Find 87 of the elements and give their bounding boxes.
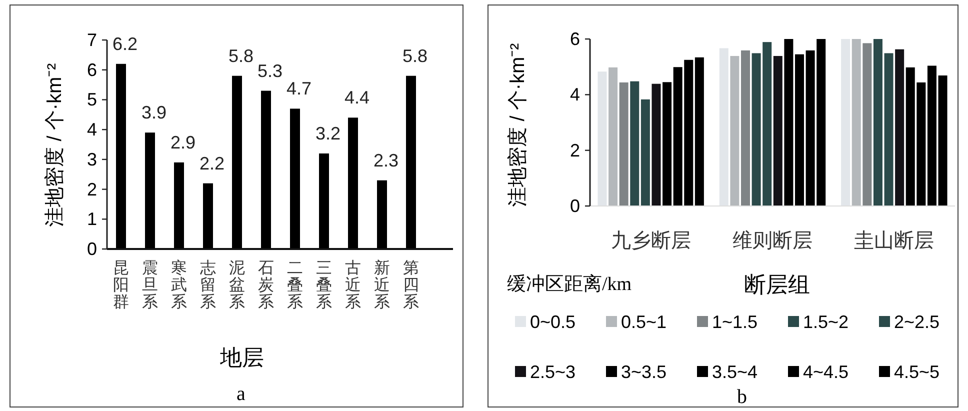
- bar: [719, 48, 728, 206]
- bar: [377, 180, 387, 249]
- bar: [203, 183, 213, 249]
- bar: [652, 84, 661, 206]
- data-label: 5.8: [228, 46, 254, 66]
- y-tick-label: 0: [570, 196, 580, 216]
- x-tick-label: 二叠系: [287, 260, 303, 311]
- bar: [862, 43, 872, 206]
- legend-label: 3.5~4: [712, 362, 758, 382]
- y-tick-label: 6: [570, 29, 580, 49]
- bar: [873, 39, 882, 206]
- x-tick-label: 泥盆系: [229, 260, 245, 311]
- x-tick-label: 维则断层: [732, 230, 812, 252]
- legend-label: 3~3.5: [621, 362, 667, 382]
- y-tick-label: 1: [86, 209, 97, 230]
- y-tick-label: 0: [86, 239, 97, 259]
- legend-label: 2~2.5: [894, 312, 940, 332]
- bar: [290, 108, 300, 249]
- legend-label: 1.5~2: [803, 312, 849, 332]
- bar: [662, 82, 672, 206]
- data-label: 3.9: [141, 102, 167, 123]
- y-tick-label: 4: [86, 120, 97, 140]
- x-axis-title: 断层组: [744, 272, 810, 297]
- y-tick-label: 5: [86, 90, 97, 110]
- legend-label: 4.5~5: [894, 362, 940, 382]
- bar: [319, 153, 329, 249]
- bar: [852, 39, 861, 206]
- y-tick-label: 6: [86, 60, 97, 80]
- bar: [232, 76, 242, 249]
- bar: [730, 56, 740, 206]
- bar: [784, 39, 794, 206]
- bar: [884, 53, 894, 206]
- legend-label: 0~0.5: [530, 312, 576, 332]
- data-label: 2.2: [199, 153, 225, 174]
- y-axis-title: 洼地密度 / 个·km⁻²: [507, 42, 529, 207]
- x-tick-label: 石炭系: [258, 260, 274, 311]
- bar: [261, 90, 271, 249]
- x-tick-label: 寒武系: [171, 259, 187, 311]
- bar: [938, 75, 948, 206]
- x-tick-label: 九乡断层: [610, 230, 691, 252]
- y-tick-label: 7: [86, 30, 97, 50]
- bar: [608, 67, 618, 206]
- x-tick-label: 圭山断层: [854, 230, 934, 252]
- x-tick-label: 志留系: [200, 259, 216, 311]
- bar: [640, 99, 650, 206]
- bar: [116, 64, 126, 249]
- y-tick-label: 3: [86, 149, 97, 170]
- x-axis-title: 地层: [219, 345, 264, 370]
- x-tick-label: 古近系: [345, 259, 361, 311]
- y-tick-label: 4: [570, 84, 580, 105]
- legend-label: 0.5~1: [621, 312, 667, 332]
- data-label: 5.8: [402, 46, 428, 66]
- legend-title: 缓冲区距离/km: [507, 273, 632, 295]
- text: b: [737, 386, 747, 408]
- data-label: 4.4: [344, 88, 370, 108]
- text: a: [236, 383, 246, 405]
- legend-label: 1~1.5: [712, 312, 758, 332]
- bar: [619, 82, 628, 206]
- bar: [895, 49, 904, 206]
- bar: [694, 57, 704, 206]
- bar: [795, 54, 804, 206]
- x-tick-label: 第四系: [403, 260, 419, 311]
- data-label: 2.3: [373, 150, 399, 170]
- data-label: 6.2: [112, 34, 138, 54]
- bar: [741, 50, 750, 206]
- x-tick-label: 三叠系: [316, 260, 332, 311]
- y-axis-title: 洼地密度 / 个·km⁻²: [44, 62, 66, 227]
- x-tick-label: 昆阳群: [113, 260, 129, 311]
- bar: [598, 72, 607, 206]
- y-tick-label: 2: [570, 140, 580, 160]
- x-tick-label: 新近系: [374, 259, 390, 311]
- data-label: 5.3: [257, 60, 283, 81]
- bar: [630, 81, 640, 206]
- x-tick-label: 震旦系: [142, 260, 158, 311]
- data-label: 3.2: [315, 123, 341, 144]
- bar: [841, 39, 850, 206]
- y-tick-label: 2: [86, 179, 97, 200]
- bar: [145, 132, 155, 249]
- data-label: 2.9: [170, 132, 196, 152]
- legend-label: 2.5~3: [530, 362, 576, 382]
- bar: [348, 118, 358, 249]
- bar: [174, 162, 184, 249]
- legend-label: 4~4.5: [803, 362, 849, 382]
- bar: [406, 76, 416, 249]
- bar: [927, 66, 936, 206]
- data-label: 4.7: [286, 78, 312, 99]
- bar: [773, 56, 782, 206]
